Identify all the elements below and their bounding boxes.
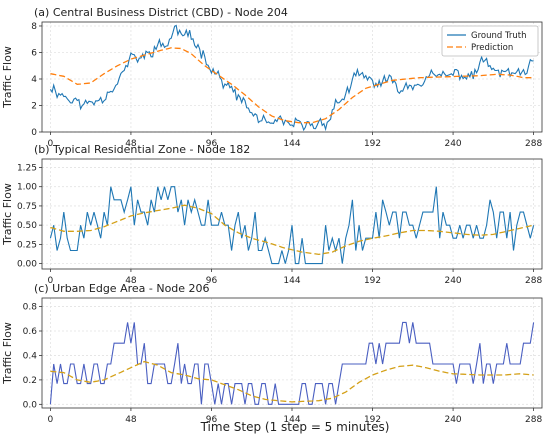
y-tick-label: 0.0 (23, 400, 38, 410)
y-tick-label: 0.00 (17, 260, 37, 270)
chart-panel-2: (c) Urban Edge Area - Node 206 0 48 96 144 19… (1, 282, 542, 425)
series-line-0 (49, 321, 535, 405)
chart-title: (b) Typical Residential Zone - Node 182 (34, 143, 250, 156)
x-tick-label: 192 (364, 276, 381, 286)
chart-title: (c) Urban Edge Area - Node 206 (34, 282, 210, 295)
y-tick-label: 0.25 (17, 240, 37, 250)
y-tick-label: 8 (31, 22, 37, 32)
x-tick-label: 288 (525, 276, 542, 286)
y-tick-label: 6 (31, 48, 37, 58)
x-tick-label: 192 (364, 139, 381, 149)
y-tick-label: 0.2 (23, 376, 37, 386)
x-tick-label: 48 (125, 276, 137, 286)
x-tick-label: 144 (283, 139, 300, 149)
chart-panel-1: (b) Typical Residential Zone - Node 182 0… (1, 143, 542, 286)
x-tick-label: 144 (283, 415, 300, 425)
x-tick-label: 288 (525, 415, 542, 425)
series-line-1 (50, 360, 534, 403)
y-tick-label: 0.4 (23, 351, 38, 361)
y-tick-label: 4 (31, 75, 37, 85)
x-axis-label: Time Step (1 step = 5 minutes) (200, 420, 390, 434)
x-tick-label: 240 (444, 139, 461, 149)
x-tick-label: 96 (206, 276, 218, 286)
y-tick-label: 0.6 (23, 327, 38, 337)
x-tick-label: 48 (125, 139, 137, 149)
series-line-1 (50, 47, 534, 124)
x-tick-label: 96 (206, 139, 218, 149)
x-tick-label: 96 (206, 415, 218, 425)
y-tick-label: 0 (31, 128, 37, 138)
y-tick-label: 2 (31, 101, 37, 111)
x-tick-label: 240 (444, 415, 461, 425)
y-axis-label: Traffic Flow (1, 183, 14, 246)
y-tick-label: 0.75 (17, 202, 37, 212)
x-tick-label: 192 (364, 415, 381, 425)
y-tick-label: 0.50 (17, 221, 37, 231)
y-tick-label: 0.8 (23, 303, 38, 313)
legend-box (441, 25, 539, 57)
y-tick-label: 1.25 (17, 163, 37, 173)
x-tick-label: 0 (48, 276, 54, 286)
x-tick-label: 240 (444, 276, 461, 286)
x-tick-label: 0 (48, 139, 54, 149)
x-tick-label: 288 (525, 139, 542, 149)
chart-panel-0: (a) Central Business District (CBD) - No… (1, 6, 542, 149)
y-axis-label: Traffic Flow (1, 46, 14, 109)
x-tick-label: 48 (125, 415, 137, 425)
series-line-0 (49, 186, 535, 265)
legend-label: Ground Truth (471, 31, 527, 41)
series-line-1 (50, 204, 534, 256)
y-tick-label: 1.00 (17, 183, 37, 193)
series-line-0 (49, 24, 534, 132)
x-tick-label: 144 (283, 276, 300, 286)
chart-title: (a) Central Business District (CBD) - No… (34, 6, 288, 19)
y-axis-label: Traffic Flow (1, 322, 14, 385)
legend-label: Prediction (471, 43, 513, 53)
x-tick-label: 0 (48, 415, 54, 425)
